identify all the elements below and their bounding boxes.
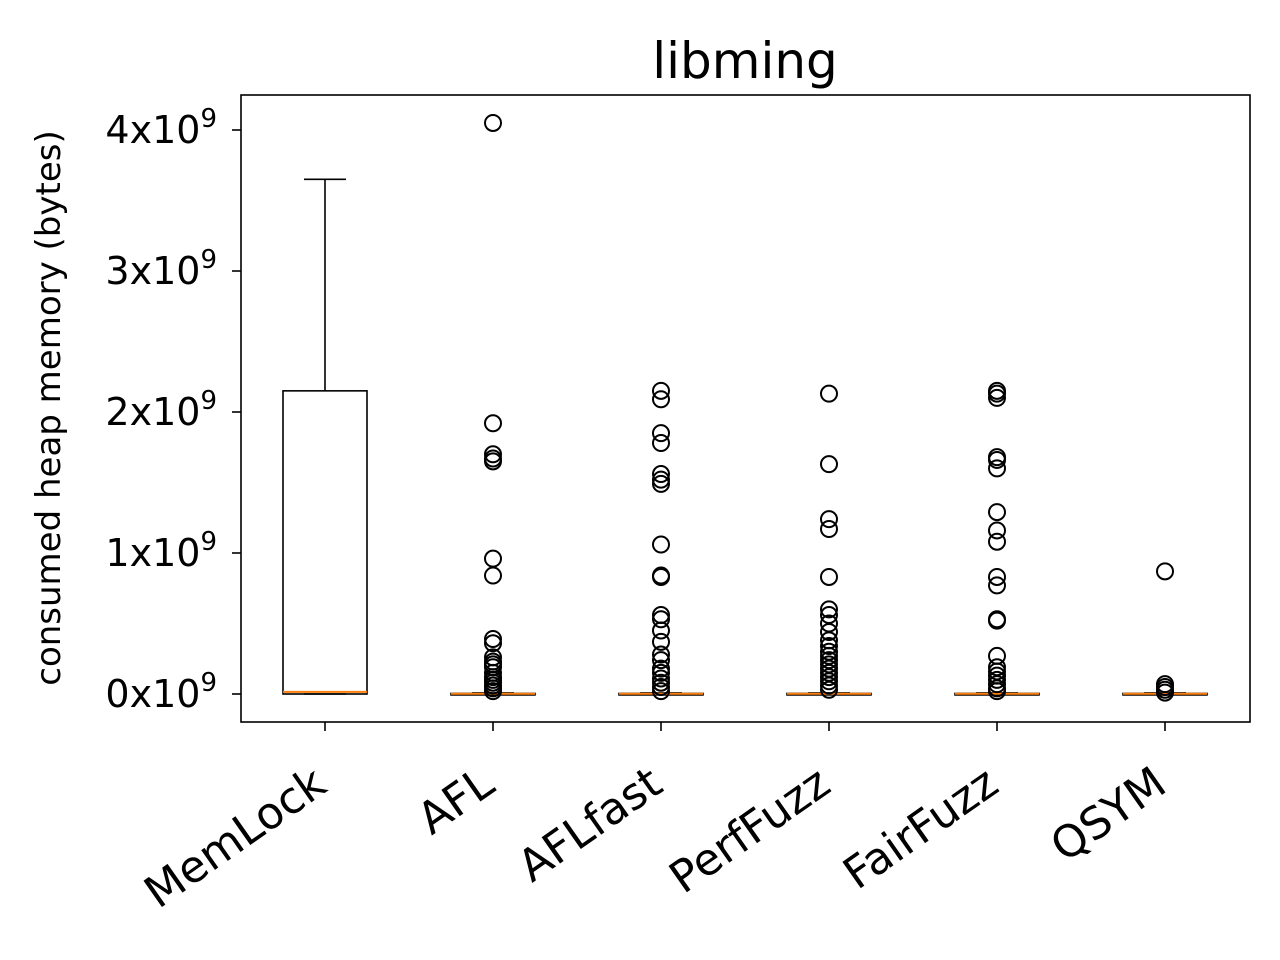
box-group-fairfuzz: FairFuzz: [834, 381, 1040, 900]
outlier-point: [484, 549, 502, 568]
outlier-point: [652, 659, 670, 678]
outlier-point: [820, 668, 838, 687]
box-group-qsym: QSYM: [1042, 562, 1208, 872]
outlier-point: [652, 381, 670, 400]
outlier-point: [820, 672, 838, 691]
outlier-point: [1156, 562, 1174, 581]
outlier-point: [652, 673, 670, 692]
outlier-point: [652, 567, 670, 586]
y-tick-label: 2x109: [105, 386, 217, 434]
y-tick-label: 4x109: [105, 104, 217, 152]
x-tick-label: MemLock: [135, 757, 335, 919]
x-tick-label: AFLfast: [509, 757, 671, 892]
outlier-point: [988, 682, 1006, 701]
outlier-point: [820, 637, 838, 656]
outlier-point: [988, 576, 1006, 595]
outlier-point: [1156, 683, 1174, 702]
outlier-point: [820, 600, 838, 619]
box-group-afl: AFL: [409, 113, 536, 845]
outlier-point: [820, 455, 838, 474]
outlier-point: [652, 465, 670, 484]
outlier-point: [820, 622, 838, 641]
outlier-point: [652, 610, 670, 629]
y-tick-label: 1x109: [105, 527, 217, 575]
plot-frame: [240, 94, 1251, 723]
outlier-point: [988, 532, 1006, 551]
box-iqr: [282, 390, 368, 695]
outlier-point: [484, 445, 502, 464]
outlier-point: [484, 630, 502, 649]
outlier-point: [652, 390, 670, 409]
outlier-point: [652, 645, 670, 664]
outlier-point: [988, 450, 1006, 469]
outlier-point: [652, 434, 670, 453]
outlier-point: [988, 675, 1006, 694]
outlier-point: [652, 663, 670, 682]
y-tick-label: 0x109: [105, 668, 217, 716]
x-tick-label: AFL: [409, 757, 504, 845]
outlier-point: [988, 384, 1006, 403]
chart-title: libming: [652, 32, 838, 90]
box-group-aflfast: AFLfast: [509, 381, 704, 892]
y-tick-label: 3x109: [105, 245, 217, 293]
outlier-point: [652, 470, 670, 489]
outlier-point: [652, 682, 670, 701]
outlier-point: [820, 510, 838, 529]
outlier-point: [652, 677, 670, 696]
outlier-point: [988, 388, 1006, 407]
outlier-point: [820, 384, 838, 403]
plot-area: 0x109 1x109 2x109 3x109 4x109 MemLock AFL AFLfa…: [105, 104, 1208, 919]
outlier-point: [652, 424, 670, 443]
outlier-point: [820, 520, 838, 539]
outlier-point: [820, 676, 838, 695]
outlier-point: [988, 611, 1006, 630]
outlier-point: [652, 474, 670, 493]
outlier-point: [820, 680, 838, 699]
box-group-perffuzz: PerfFuzz: [660, 384, 872, 904]
outlier-point: [484, 113, 502, 132]
outlier-point: [652, 669, 670, 688]
outlier-point: [988, 459, 1006, 478]
outlier-point: [484, 452, 502, 471]
outlier-point: [988, 503, 1006, 522]
outlier-point: [988, 521, 1006, 540]
outlier-point: [820, 567, 838, 586]
outlier-point: [484, 682, 502, 701]
outlier-point: [652, 651, 670, 670]
x-tick-label: FairFuzz: [834, 757, 1007, 899]
outlier-point: [484, 634, 502, 653]
x-tick-label: QSYM: [1042, 757, 1176, 872]
outlier-point: [988, 670, 1006, 689]
outlier-point: [652, 632, 670, 651]
outlier-point: [484, 566, 502, 585]
outlier-point: [652, 621, 670, 640]
x-tick-label: PerfFuzz: [660, 757, 839, 904]
outlier-point: [652, 535, 670, 554]
outlier-point: [484, 414, 502, 433]
y-axis-label: consumed heap memory (bytes): [29, 130, 69, 686]
outlier-point: [988, 567, 1006, 586]
